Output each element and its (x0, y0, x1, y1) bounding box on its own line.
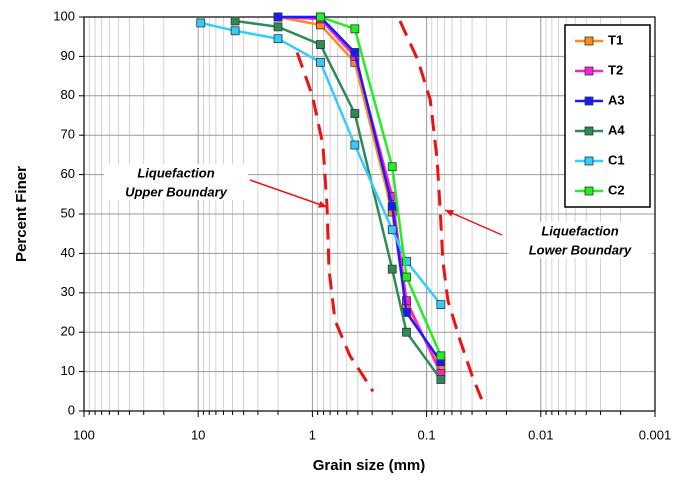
arrow-head (318, 200, 327, 208)
y-tick-label: 50 (61, 205, 75, 220)
legend-marker (584, 96, 594, 106)
y-tick-label: 100 (53, 8, 75, 23)
boundary-label: Upper Boundary (125, 184, 228, 199)
x-tick-label: 10 (191, 427, 205, 442)
point-marker (350, 48, 360, 57)
x-tick-label: 0.01 (528, 427, 553, 442)
series-line (320, 15, 443, 357)
arrow-head (445, 210, 454, 217)
legend-label: T1 (608, 32, 623, 47)
arrow-line (444, 209, 503, 236)
legend-label: T2 (608, 62, 623, 77)
x-tick-label: 0.001 (639, 427, 672, 442)
point-marker (230, 26, 240, 36)
point-marker (230, 16, 240, 26)
point-marker (436, 351, 446, 361)
point-marker (436, 375, 446, 384)
point-marker (316, 12, 325, 22)
point-marker (316, 40, 325, 49)
point-marker (273, 34, 283, 44)
x-axis-title: Grain size (mm) (313, 457, 426, 474)
point-marker (387, 264, 397, 274)
point-marker (350, 24, 360, 34)
point-marker (402, 272, 411, 282)
legend-marker (584, 186, 594, 196)
note-box (104, 164, 248, 200)
legend-marker (584, 126, 594, 136)
boundary-line (295, 51, 375, 393)
y-tick-label: 60 (61, 166, 75, 181)
legend-box (564, 24, 651, 208)
point-marker (387, 201, 397, 211)
series-line (278, 15, 442, 363)
point-marker (402, 256, 411, 266)
legend-marker (584, 36, 594, 46)
x-tick-label: 0.1 (418, 427, 436, 442)
point-marker (402, 327, 411, 337)
point-marker (273, 12, 283, 22)
x-tick-label: 100 (73, 427, 95, 442)
point-marker (387, 225, 397, 235)
boundary-label: Liquefaction (541, 223, 618, 238)
point-marker (350, 109, 360, 118)
legend-label: A4 (608, 122, 625, 137)
legend-marker (584, 66, 594, 76)
legend-label: C1 (608, 152, 625, 167)
point-marker (387, 162, 397, 172)
point-marker (196, 18, 206, 28)
boundary-label: Lower Boundary (529, 242, 632, 257)
point-marker (350, 140, 360, 150)
y-tick-label: 90 (61, 48, 75, 63)
arrow-line (249, 179, 328, 208)
legend-label: A3 (608, 92, 625, 107)
boundary-line (398, 20, 483, 400)
y-tick-label: 30 (61, 284, 75, 299)
y-tick-label: 10 (61, 363, 75, 378)
y-tick-label: 40 (61, 245, 75, 260)
y-tick-label: 0 (68, 402, 75, 417)
plot-frame (83, 16, 656, 412)
y-axis-title: Percent Finer (13, 166, 30, 262)
note-box (508, 222, 652, 258)
point-marker (436, 300, 446, 310)
boundary-label: Liquefaction (137, 165, 214, 180)
x-tick-label: 1 (309, 427, 316, 442)
y-tick-label: 70 (61, 127, 75, 142)
y-tick-label: 80 (61, 87, 75, 102)
legend-label: C2 (608, 182, 625, 197)
y-tick-label: 20 (61, 324, 75, 339)
point-marker (316, 57, 325, 67)
point-marker (273, 22, 283, 32)
legend-marker (584, 156, 594, 166)
